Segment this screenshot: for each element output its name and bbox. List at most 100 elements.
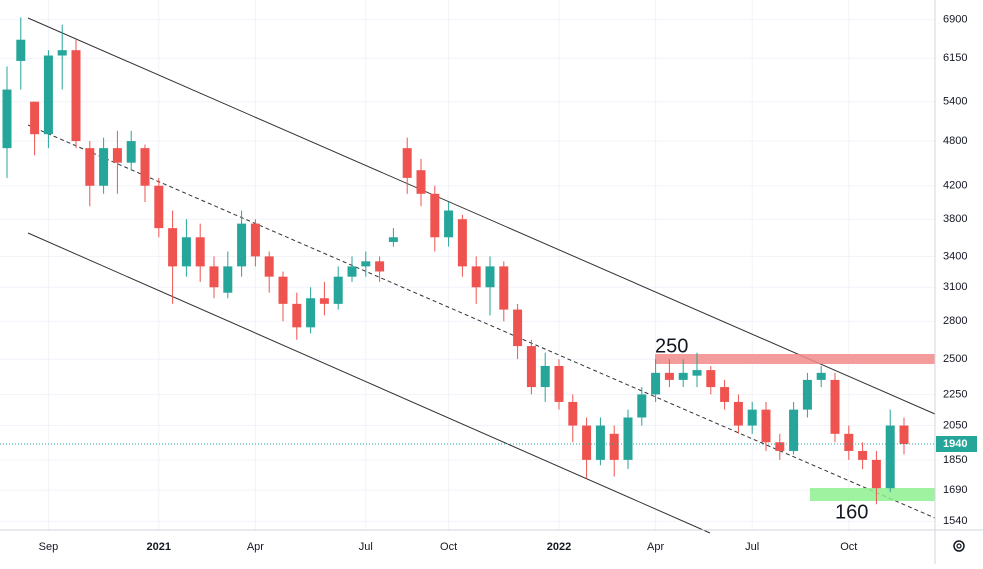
x-tick-label: 2021 xyxy=(147,541,171,553)
y-tick-label: 2050 xyxy=(943,419,967,431)
candle-body xyxy=(513,309,523,347)
candles xyxy=(2,17,909,505)
channel-lower xyxy=(27,232,711,534)
candle-body xyxy=(250,223,260,257)
candle-body xyxy=(858,450,868,460)
candle-body xyxy=(485,266,495,288)
candle-body xyxy=(57,50,67,56)
x-tick-label: Jul xyxy=(359,541,373,553)
candle-body xyxy=(830,379,840,434)
candle-body xyxy=(168,228,178,267)
candle-body xyxy=(844,433,854,451)
candle-body xyxy=(181,237,191,267)
candle-body xyxy=(43,55,53,135)
annotation: 160 xyxy=(835,501,868,523)
x-tick-label: Apr xyxy=(647,541,664,553)
candle-body xyxy=(540,365,550,388)
y-tick-label: 6150 xyxy=(943,52,967,64)
x-tick-label: Apr xyxy=(247,541,264,553)
y-tick-label: 2800 xyxy=(943,315,967,327)
x-tick-label: Oct xyxy=(840,541,857,553)
candle-body xyxy=(802,379,812,410)
candle-body xyxy=(444,210,454,238)
candle-body xyxy=(789,409,799,451)
channel-upper xyxy=(27,17,936,415)
candle-body xyxy=(595,425,605,460)
candle-body xyxy=(568,401,578,426)
candle-body xyxy=(16,39,26,61)
y-tick-label: 1540 xyxy=(943,515,967,527)
candle-body xyxy=(223,266,233,293)
candle-body xyxy=(195,237,205,267)
candle-body xyxy=(499,266,509,310)
candle-body xyxy=(292,303,302,328)
candle-body xyxy=(30,101,40,135)
candle-body xyxy=(154,185,164,229)
candle-body xyxy=(609,433,619,460)
candle-body xyxy=(209,266,219,288)
candle-body xyxy=(112,148,122,163)
candle-body xyxy=(388,237,398,242)
candle-body xyxy=(637,394,647,418)
y-tick-label: 4800 xyxy=(943,135,967,147)
y-tick-label: 2500 xyxy=(943,353,967,365)
candle-body xyxy=(361,261,371,267)
candle-body xyxy=(692,370,702,376)
y-tick-label: 1690 xyxy=(943,484,967,496)
y-tick-label: 3800 xyxy=(943,213,967,225)
candle-body xyxy=(99,148,109,186)
candle-body xyxy=(375,261,385,272)
candle-body xyxy=(306,298,316,328)
candle-body xyxy=(333,276,343,304)
candle-body xyxy=(706,370,716,388)
candle-body xyxy=(623,417,633,460)
candle-body xyxy=(554,365,564,402)
candle-body xyxy=(430,193,440,238)
y-tick-label: 2250 xyxy=(943,388,967,400)
x-tick-label: Jul xyxy=(745,541,759,553)
candle-body xyxy=(85,148,95,186)
candle-body xyxy=(471,266,481,288)
support-zone xyxy=(810,488,935,501)
y-tick-label: 6900 xyxy=(943,14,967,26)
candle-body xyxy=(140,148,150,186)
y-tick-label: 3400 xyxy=(943,250,967,262)
channel-mid xyxy=(27,124,936,519)
last-price-badge xyxy=(936,435,977,452)
x-tick-label: 2022 xyxy=(547,541,571,553)
candle-body xyxy=(526,346,536,388)
candle-body xyxy=(2,89,12,149)
resistance-zone xyxy=(655,354,935,364)
candle-body xyxy=(457,219,467,267)
settings-icon[interactable] xyxy=(953,540,965,552)
candle-body xyxy=(720,387,730,402)
x-tick-label: Sep xyxy=(39,541,59,553)
candle-body xyxy=(747,409,757,426)
candle-body xyxy=(871,459,881,489)
last-price-label: 1940 xyxy=(943,438,967,450)
candle-body xyxy=(885,425,895,489)
candle-body xyxy=(264,256,274,277)
candle-body xyxy=(775,442,785,451)
y-tick-label: 4200 xyxy=(943,180,967,192)
candle-body xyxy=(816,372,826,380)
y-tick-label: 1850 xyxy=(943,454,967,466)
candle-body xyxy=(678,372,688,380)
candle-body xyxy=(402,148,412,178)
candle-body xyxy=(71,50,81,142)
candle-body xyxy=(347,266,357,277)
y-tick-label: 3100 xyxy=(943,281,967,293)
x-tick-label: Oct xyxy=(440,541,457,553)
candle-body xyxy=(761,409,771,443)
candle-body xyxy=(278,276,288,304)
candle-body xyxy=(664,372,674,380)
candle-body xyxy=(319,298,329,304)
candle-body xyxy=(237,223,247,267)
candle-body xyxy=(582,425,592,460)
candle-body xyxy=(416,170,426,194)
candle-body xyxy=(651,372,661,395)
candle-body xyxy=(899,425,909,444)
candle-body xyxy=(126,141,136,163)
candle-body xyxy=(733,401,743,426)
